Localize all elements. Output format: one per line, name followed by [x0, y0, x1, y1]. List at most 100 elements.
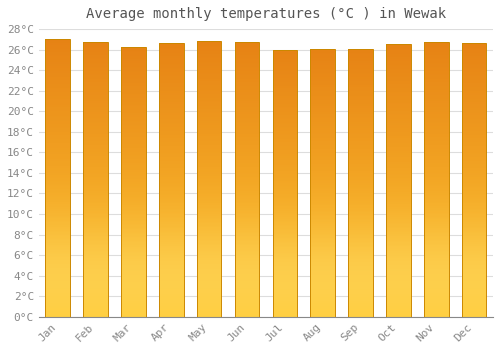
Bar: [121, 177, 146, 179]
Bar: [197, 273, 222, 274]
Bar: [46, 67, 70, 69]
Bar: [46, 250, 70, 252]
Bar: [46, 240, 70, 242]
Bar: [46, 62, 70, 63]
Bar: [84, 89, 108, 90]
Bar: [46, 122, 70, 124]
Bar: [197, 157, 222, 159]
Bar: [272, 181, 297, 182]
Bar: [386, 55, 410, 57]
Bar: [272, 212, 297, 214]
Bar: [159, 273, 184, 274]
Bar: [386, 268, 410, 269]
Bar: [386, 124, 410, 125]
Bar: [197, 258, 222, 259]
Bar: [310, 254, 335, 255]
Bar: [234, 230, 260, 232]
Bar: [462, 130, 486, 131]
Bar: [159, 79, 184, 81]
Bar: [46, 192, 70, 193]
Bar: [121, 213, 146, 214]
Bar: [46, 235, 70, 236]
Bar: [84, 78, 108, 79]
Bar: [348, 285, 373, 286]
Bar: [234, 247, 260, 248]
Bar: [46, 213, 70, 214]
Bar: [197, 206, 222, 208]
Bar: [46, 79, 70, 81]
Bar: [348, 278, 373, 279]
Bar: [121, 195, 146, 197]
Bar: [424, 267, 448, 269]
Bar: [462, 194, 486, 195]
Bar: [121, 67, 146, 68]
Bar: [272, 238, 297, 239]
Bar: [348, 163, 373, 164]
Bar: [310, 235, 335, 236]
Bar: [84, 127, 108, 129]
Bar: [310, 96, 335, 97]
Bar: [46, 56, 70, 57]
Bar: [386, 87, 410, 88]
Bar: [159, 110, 184, 112]
Bar: [234, 295, 260, 296]
Bar: [424, 114, 448, 115]
Bar: [197, 172, 222, 174]
Bar: [424, 122, 448, 123]
Bar: [310, 268, 335, 270]
Bar: [310, 73, 335, 74]
Bar: [386, 261, 410, 262]
Bar: [121, 132, 146, 133]
Bar: [197, 99, 222, 100]
Bar: [462, 236, 486, 238]
Bar: [462, 132, 486, 134]
Bar: [424, 298, 448, 299]
Bar: [84, 63, 108, 64]
Bar: [386, 58, 410, 60]
Bar: [424, 287, 448, 288]
Bar: [348, 252, 373, 254]
Bar: [197, 175, 222, 176]
Bar: [310, 242, 335, 243]
Bar: [197, 94, 222, 95]
Bar: [424, 300, 448, 302]
Bar: [121, 122, 146, 124]
Bar: [272, 82, 297, 83]
Bar: [159, 203, 184, 205]
Bar: [234, 239, 260, 240]
Bar: [272, 98, 297, 99]
Bar: [462, 69, 486, 71]
Bar: [424, 202, 448, 203]
Bar: [121, 301, 146, 302]
Bar: [197, 311, 222, 313]
Bar: [348, 66, 373, 67]
Bar: [272, 209, 297, 210]
Bar: [424, 299, 448, 300]
Bar: [272, 118, 297, 119]
Bar: [272, 281, 297, 282]
Bar: [121, 87, 146, 89]
Bar: [197, 141, 222, 142]
Bar: [272, 50, 297, 51]
Bar: [197, 265, 222, 266]
Bar: [272, 90, 297, 91]
Bar: [159, 72, 184, 74]
Bar: [46, 218, 70, 220]
Bar: [121, 286, 146, 287]
Bar: [84, 214, 108, 215]
Bar: [121, 219, 146, 221]
Bar: [348, 234, 373, 235]
Bar: [386, 113, 410, 114]
Bar: [46, 227, 70, 228]
Bar: [386, 237, 410, 238]
Bar: [197, 303, 222, 304]
Bar: [234, 119, 260, 121]
Bar: [386, 72, 410, 73]
Bar: [424, 117, 448, 118]
Bar: [272, 239, 297, 241]
Bar: [234, 172, 260, 173]
Bar: [121, 169, 146, 171]
Bar: [197, 190, 222, 191]
Bar: [84, 230, 108, 232]
Bar: [386, 44, 410, 317]
